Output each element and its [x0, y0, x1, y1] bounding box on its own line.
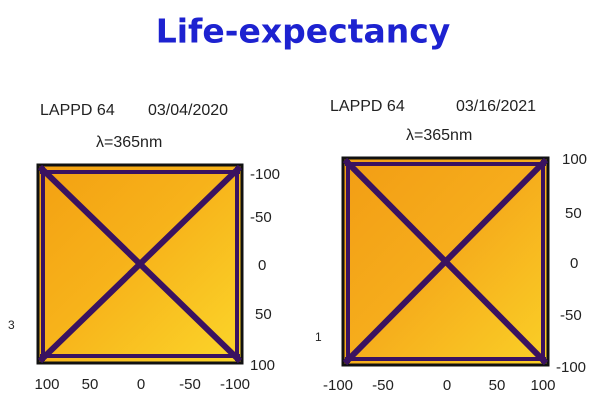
bottom-tick: 50 — [82, 376, 99, 393]
heatmap — [343, 158, 548, 365]
date: 03/04/2020 — [148, 102, 228, 119]
panel: LAPPD 64 03/04/2020 λ=365nm -100 -50 0 5… — [8, 102, 280, 393]
wavelength: λ=365nm — [406, 127, 472, 144]
right-tick: 50 — [565, 205, 582, 222]
right-tick: -50 — [250, 209, 272, 226]
right-tick: 0 — [570, 255, 578, 272]
right-tick: 0 — [258, 257, 266, 274]
right-tick: -50 — [560, 307, 582, 324]
side-label: 3 — [8, 318, 15, 332]
bottom-tick: 100 — [34, 376, 59, 393]
wavelength: λ=365nm — [96, 134, 162, 151]
right-tick: -100 — [556, 359, 586, 376]
bottom-tick: 50 — [489, 377, 506, 394]
device: LAPPD 64 — [330, 98, 405, 115]
bottom-tick: -100 — [323, 377, 353, 394]
bottom-tick: 0 — [443, 377, 451, 394]
device: LAPPD 64 — [40, 102, 115, 119]
slide: Life-expectancy LAPPD 64 03/04/2020 λ=36… — [0, 0, 607, 401]
right-tick: 100 — [250, 357, 275, 374]
slide-title: Life-expectancy — [156, 12, 451, 51]
heatmap — [38, 165, 242, 363]
panel: LAPPD 64 03/16/2021 λ=365nm 100 50 0 -50… — [315, 98, 587, 394]
right-tick: -100 — [250, 166, 280, 183]
bottom-tick: 100 — [530, 377, 555, 394]
bottom-tick: 0 — [137, 376, 145, 393]
side-label: 1 — [315, 330, 322, 344]
bottom-tick: -100 — [220, 376, 250, 393]
bottom-tick: -50 — [372, 377, 394, 394]
right-tick: 50 — [255, 306, 272, 323]
right-tick: 100 — [562, 151, 587, 168]
bottom-tick: -50 — [179, 376, 201, 393]
date: 03/16/2021 — [456, 98, 536, 115]
